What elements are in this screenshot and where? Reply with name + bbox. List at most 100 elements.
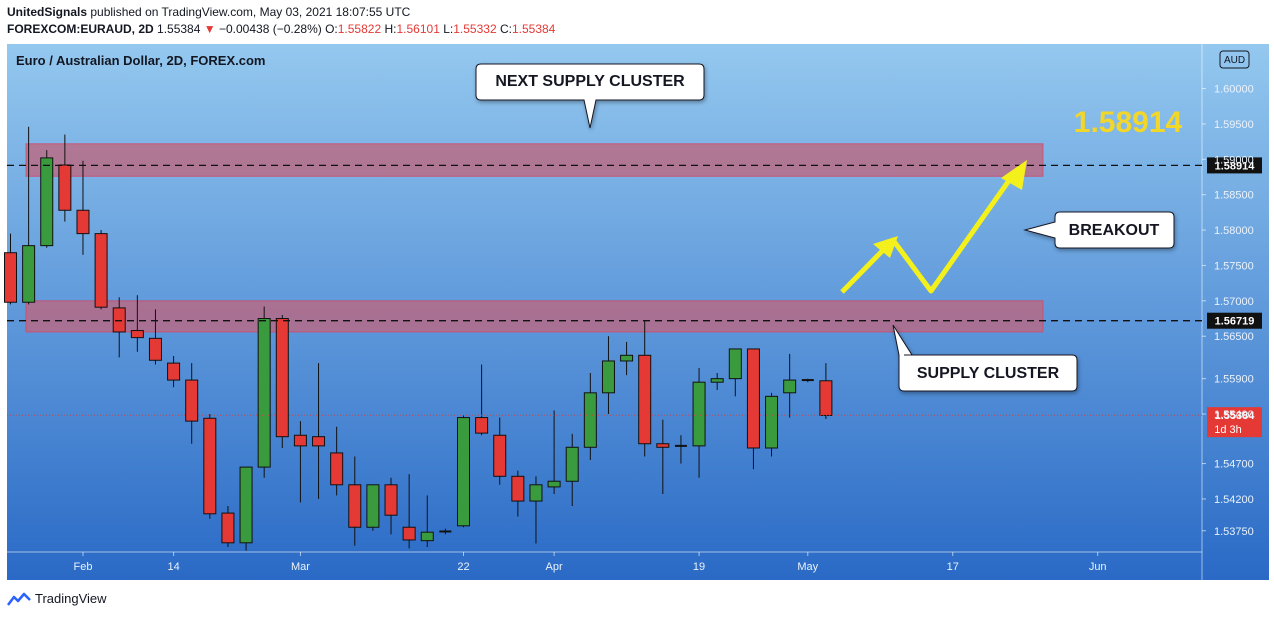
x-tick-label: Apr: [546, 561, 563, 573]
zone-supply[interactable]: [25, 300, 1044, 333]
x-tick-label: 14: [167, 561, 179, 573]
level-price-tag: [1207, 312, 1262, 329]
open-label: O:: [325, 22, 338, 36]
candle-body[interactable]: [4, 252, 17, 303]
low-label: L:: [443, 22, 454, 36]
breakout-callout-box: [1023, 211, 1175, 249]
candle-body[interactable]: [366, 484, 380, 528]
zone-next-supply[interactable]: [25, 143, 1044, 177]
candle-body[interactable]: [620, 354, 634, 362]
candle-body[interactable]: [94, 233, 108, 308]
target-price-text: 1.58914: [1074, 106, 1183, 139]
candle-body[interactable]: [746, 348, 760, 449]
candle-body[interactable]: [167, 362, 181, 381]
candle-body[interactable]: [728, 348, 742, 380]
candle-body[interactable]: [185, 379, 199, 422]
candle-body[interactable]: [312, 436, 326, 447]
change-value: −0.00438 (−0.28%): [218, 22, 322, 36]
publish-text: published on TradingView.com, May 03, 20…: [90, 5, 411, 19]
level-price-label: 1.58914: [1215, 160, 1256, 172]
y-tick-label: 1.60000: [1214, 84, 1254, 96]
arrowhead-target: [1001, 160, 1027, 190]
candle-body[interactable]: [384, 484, 398, 516]
candle-body[interactable]: [130, 330, 144, 339]
candle-body[interactable]: [58, 164, 72, 211]
candle-body[interactable]: [221, 512, 235, 544]
last-price-label: 1.55384: [1215, 410, 1256, 422]
y-tick-label: 1.56500: [1214, 331, 1254, 343]
candle-body[interactable]: [819, 380, 833, 416]
candle-body[interactable]: [493, 434, 507, 477]
currency-badge-label: AUD: [1224, 55, 1245, 66]
breakout-callout-text: BREAKOUT: [1069, 222, 1160, 239]
x-tick-label: 22: [457, 561, 469, 573]
level-price-tag: [1207, 157, 1262, 174]
projection-path: [840, 170, 1018, 294]
y-tick-label: 1.55400: [1214, 409, 1254, 421]
candle-body[interactable]: [529, 484, 543, 502]
level-price-label: 1.56719: [1215, 316, 1255, 328]
candle-body[interactable]: [203, 417, 217, 515]
candle-body[interactable]: [257, 318, 271, 468]
close-value: 1.55384: [511, 22, 556, 36]
candle-body[interactable]: [475, 417, 489, 434]
candle-body[interactable]: [402, 526, 416, 541]
currency-badge[interactable]: AUD: [1219, 50, 1250, 69]
candle-body[interactable]: [547, 480, 561, 488]
y-tick-label: 1.59500: [1214, 119, 1254, 131]
candle-body[interactable]: [457, 417, 470, 527]
candle-body[interactable]: [565, 446, 579, 482]
footer: TradingView: [7, 591, 107, 606]
candle-body[interactable]: [348, 484, 362, 528]
low-value: 1.55332: [453, 22, 497, 36]
y-tick-label: 1.58500: [1214, 190, 1254, 202]
candle-body[interactable]: [710, 378, 724, 383]
y-tick-label: 1.57500: [1214, 260, 1254, 272]
publisher-name[interactable]: UnitedSignals: [7, 5, 88, 19]
high-value: 1.56101: [396, 22, 440, 36]
candle-body[interactable]: [601, 360, 615, 394]
x-tick-label: Mar: [291, 561, 310, 573]
publish-info: UnitedSignals published on TradingView.c…: [7, 5, 410, 19]
candle-body[interactable]: [293, 434, 307, 447]
arrowhead-first: [873, 236, 898, 258]
candle-body[interactable]: [511, 475, 525, 502]
candle-body[interactable]: [239, 466, 253, 544]
tradingview-logo-icon: [7, 592, 31, 606]
candle-body[interactable]: [76, 209, 90, 235]
candle-body[interactable]: [112, 307, 126, 333]
breakout-callout[interactable]: BREAKOUT: [1023, 211, 1175, 249]
candle-body[interactable]: [638, 354, 652, 445]
candle-body[interactable]: [330, 452, 344, 486]
y-tick-label: 1.54700: [1214, 459, 1254, 471]
projection-arrows: [840, 160, 1027, 294]
next-supply-callout-box: [475, 63, 705, 129]
symbol-info: FOREXCOM:EURAUD, 2D 1.55384 ▼ −0.00438 (…: [7, 22, 555, 36]
supply-callout-text: SUPPLY CLUSTER: [917, 365, 1060, 382]
candle-body[interactable]: [583, 392, 597, 448]
candle-body[interactable]: [40, 157, 54, 247]
x-tick-label: 19: [693, 561, 705, 573]
y-tick-label: 1.59000: [1214, 154, 1254, 166]
candle-body[interactable]: [275, 318, 289, 438]
last-price: 1.55384: [157, 22, 201, 36]
supply-callout-box: [892, 324, 1078, 392]
candle-body[interactable]: [420, 531, 434, 542]
candle-body[interactable]: [656, 443, 670, 448]
x-tick-label: 17: [947, 561, 959, 573]
supply-callout[interactable]: SUPPLY CLUSTER: [892, 324, 1078, 392]
last-price-countdown: 1d 3h: [1214, 424, 1242, 436]
next-supply-callout[interactable]: NEXT SUPPLY CLUSTER: [475, 63, 705, 129]
candle-body[interactable]: [765, 395, 779, 449]
candle-body[interactable]: [22, 245, 36, 303]
chart-title: Euro / Australian Dollar, 2D, FOREX.com: [16, 53, 265, 68]
candle-body[interactable]: [783, 379, 797, 394]
y-tick-label: 1.57000: [1214, 296, 1254, 308]
y-tick-label: 1.54200: [1214, 494, 1254, 506]
candle-body[interactable]: [692, 381, 706, 447]
symbol-label: FOREXCOM:EURAUD, 2D: [7, 22, 154, 36]
footer-brand[interactable]: TradingView: [35, 591, 107, 606]
y-tick-label: 1.53750: [1214, 526, 1254, 538]
candle-body[interactable]: [148, 337, 162, 361]
